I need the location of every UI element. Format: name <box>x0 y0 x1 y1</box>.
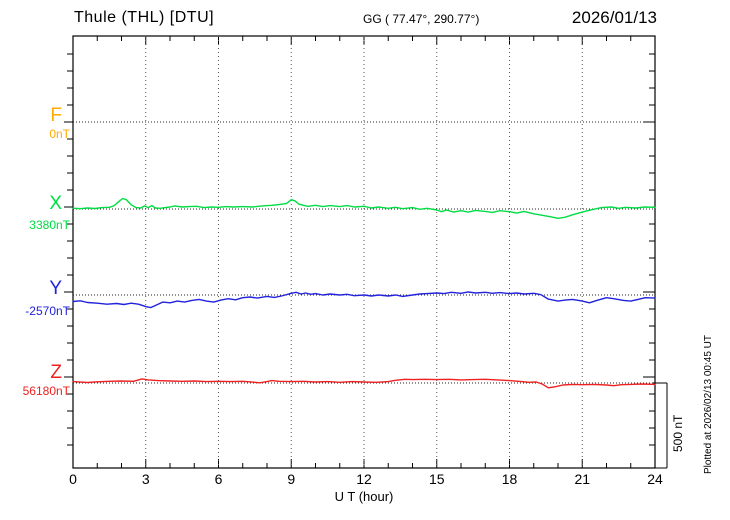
x-tick-label-3: 3 <box>141 471 150 487</box>
x-tick-label-21: 21 <box>574 471 591 487</box>
component-label-x: X <box>49 193 62 214</box>
component-label-f: F <box>50 105 62 126</box>
station-title: Thule (THL) [DTU] <box>74 9 215 26</box>
component-label-y: Y <box>49 278 62 299</box>
trace-x <box>72 197 656 220</box>
x-axis-label: U T (hour) <box>334 489 394 504</box>
date-label: 2026/01/13 <box>571 8 657 27</box>
x-tick-label-18: 18 <box>501 471 518 487</box>
station-coords: GG ( 77.47°, 290.77°) <box>363 12 480 26</box>
component-base-f: 0nT <box>49 127 70 141</box>
x-tick-label-9: 9 <box>287 471 296 487</box>
x-tick-label-6: 6 <box>214 471 223 487</box>
x-tick-label-15: 15 <box>428 471 445 487</box>
plotted-at-label: Plotted at 2026/02/13 00:45 UT <box>703 335 714 474</box>
x-tick-label-12: 12 <box>356 471 372 487</box>
x-tick-label-0: 0 <box>69 471 77 487</box>
component-base-x: 3380nT <box>29 218 70 232</box>
scale-bar-label: 500 nT <box>671 414 685 452</box>
x-tick-label-24: 24 <box>647 471 663 487</box>
trace-y <box>72 291 656 309</box>
trace-z <box>72 378 656 389</box>
component-label-z: Z <box>50 362 62 383</box>
component-base-y: -2570nT <box>25 304 70 318</box>
component-base-z: 56180nT <box>22 384 70 398</box>
